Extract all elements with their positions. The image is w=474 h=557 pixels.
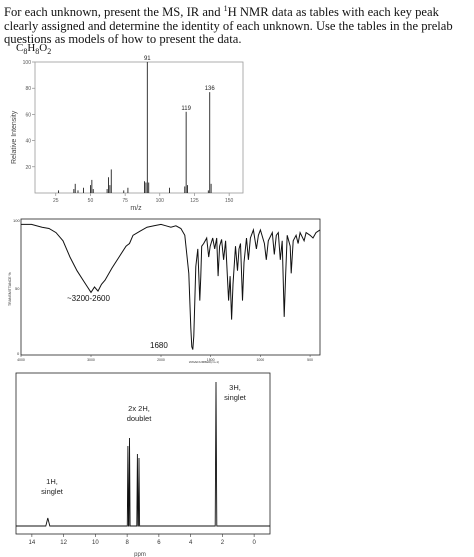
nmr-peak-label-line1: 2x 2H, [128,404,150,413]
instructions-part1: For each unknown, present the MS, IR and [4,5,224,20]
mass-spectrum-chart: Relative Intensity 100 80 60 40 20 25 50 75 100… [11,56,244,212]
nmr-peak-label-line2: singlet [41,487,64,496]
ms-ytick-label: 60 [25,112,31,118]
ir-plot-frame [20,218,321,356]
ir-xticks: 4000 3000 2000 1500 1000 500 [17,355,313,362]
ir-xtick-label: 1000 [256,358,264,362]
instructions-part2: H NMR data as tables with each key peak … [4,5,453,47]
ms-yticks: 100 80 60 40 20 [23,60,35,171]
nmr-xtick-label: 6 [157,540,161,546]
ms-peak-label: 119 [181,106,191,112]
instructions-text: For each unknown, present the MS, IR and… [4,2,472,47]
ir-ytick-bottom: 0 [17,351,20,356]
ms-xticks: 25 50 75 100 125 150 [53,193,234,204]
formula-h-count: 8 [35,47,40,57]
nmr-xticks: 14 12 10 8 6 4 2 0 [29,534,256,546]
ms-ytick-label: 100 [23,60,32,66]
ir-annotation-carbonyl: 1680 [150,341,168,350]
ir-spectrum-trace [21,223,321,350]
molecular-formula: C8H8O2 [16,42,51,56]
ms-ylabel: Relative Intensity [11,110,18,164]
ir-xtick-label: 500 [307,358,313,362]
ms-ytick-label: 20 [25,165,31,171]
nmr-xtick-label: 12 [60,540,67,546]
formula-o-count: 2 [47,47,52,57]
nmr-peak-label-line1: 3H, [229,383,241,392]
ms-ytick-label: 40 [25,139,31,145]
nmr-xtick-label: 14 [29,540,36,546]
ir-xtick-label: 3000 [87,358,95,362]
formula-o: O [39,42,48,54]
nmr-xtick-label: 4 [189,540,193,546]
nmr-xlabel: ppm [134,552,146,557]
ir-xlabel: WAVENUMBER(cm-1) [189,360,219,364]
ir-xtick-label: 2000 [157,358,165,362]
ms-ytick-label: 80 [25,86,31,92]
formula-c: C [16,42,24,54]
nmr-xtick-label: 10 [92,540,99,546]
ir-annotation-oh-stretch: ~3200-2600 [67,294,110,303]
ir-ytick-mid: 50 [15,286,20,291]
ir-ylabel: TRANSMITTANCE % [8,272,12,306]
ms-peak-labels: 91 136 119 [144,56,215,112]
ms-peak-label: 91 [144,56,151,62]
nmr-xtick-label: 2 [221,540,225,546]
ir-xtick-label: 1500 [207,358,215,362]
ms-xlabel: m/z [130,205,142,212]
formula-c-count: 8 [23,47,28,57]
ms-xtick-label: 100 [156,198,165,204]
ms-peak-label: 136 [205,86,216,92]
instructions-superscript: 1 [223,4,228,13]
ms-xtick-label: 50 [88,198,94,204]
nmr-peak-label-line1: 1H, [46,477,58,486]
formula-h: H [27,42,36,54]
ir-xtick-label: 4000 [17,358,25,362]
nmr-spectrum-trace [16,381,270,527]
nmr-peak-label-line2: singlet [224,393,247,402]
ms-xtick-label: 25 [53,198,59,204]
ms-xtick-label: 75 [122,198,128,204]
ms-peaks [58,62,212,193]
ir-spectrum-chart: TRANSMITTANCE % 100 50 0 4000 3000 2000 150… [8,218,321,364]
ms-plot-frame [34,61,244,194]
ms-xtick-label: 125 [190,198,199,204]
ir-ytick-top: 100 [13,218,20,223]
nmr-xtick-label: 0 [252,540,256,546]
nmr-xtick-label: 8 [125,540,129,546]
nmr-plot-frame [15,372,271,535]
nmr-peak-label-line2: doublet [127,414,153,423]
ms-xtick-label: 150 [225,198,234,204]
